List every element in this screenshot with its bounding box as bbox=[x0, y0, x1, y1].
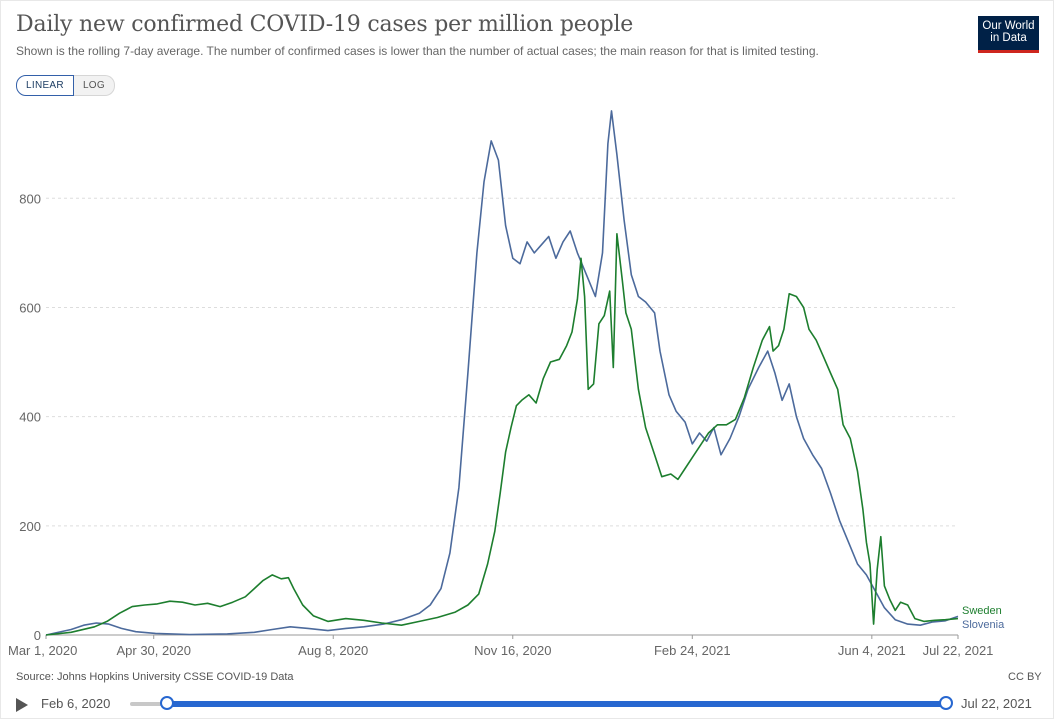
source-note[interactable]: Source: Johns Hopkins University CSSE CO… bbox=[16, 671, 294, 683]
timeline-end-handle[interactable] bbox=[939, 696, 953, 710]
play-icon[interactable] bbox=[16, 698, 28, 712]
scale-toggle: LINEAR LOG bbox=[16, 75, 115, 96]
timeline-selected-range[interactable] bbox=[167, 701, 946, 707]
logo-line-2: in Data bbox=[990, 32, 1027, 44]
x-tick-label: Aug 8, 2020 bbox=[298, 643, 368, 658]
timeline: Feb 6, 2020 Jul 22, 2021 bbox=[0, 690, 1054, 719]
series-line-sweden bbox=[45, 233, 959, 636]
y-tick-label: 0 bbox=[34, 628, 41, 643]
timeline-start-handle[interactable] bbox=[160, 696, 174, 710]
chart-title: Daily new confirmed COVID-19 cases per m… bbox=[16, 12, 634, 37]
x-tick-label: Apr 30, 2020 bbox=[116, 643, 190, 658]
timeline-start-label: Feb 6, 2020 bbox=[41, 696, 111, 711]
license-link[interactable]: CC BY bbox=[1008, 671, 1042, 683]
y-tick-label: 800 bbox=[19, 191, 41, 206]
y-tick-label: 200 bbox=[19, 519, 41, 534]
owid-logo[interactable]: Our World in Data bbox=[978, 16, 1039, 53]
timeline-end-label: Jul 22, 2021 bbox=[961, 696, 1032, 711]
series-line-slovenia bbox=[45, 110, 959, 636]
series-layer bbox=[45, 110, 959, 636]
axis-layer: 0 200 400 600 800 Mar 1, 2020 Apr 30, 2020 Aug … bbox=[8, 191, 993, 658]
chart-subtitle: Shown is the rolling 7-day average. The … bbox=[16, 44, 819, 58]
series-end-label: Slovenia bbox=[962, 619, 1005, 631]
x-tick-label: Jul 22, 2021 bbox=[923, 643, 994, 658]
logo-line-1: Our World bbox=[982, 20, 1035, 32]
series-label-layer: Sweden Slovenia bbox=[962, 605, 1005, 631]
x-tick-label: Mar 1, 2020 bbox=[8, 643, 77, 658]
log-scale-button[interactable]: LOG bbox=[73, 75, 115, 96]
x-tick-label: Jun 4, 2021 bbox=[838, 643, 906, 658]
linear-scale-button[interactable]: LINEAR bbox=[16, 75, 74, 96]
x-tick-label: Nov 16, 2020 bbox=[474, 643, 551, 658]
x-tick-label: Feb 24, 2021 bbox=[654, 643, 731, 658]
series-end-label: Sweden bbox=[962, 605, 1002, 617]
y-tick-label: 600 bbox=[19, 300, 41, 315]
y-tick-label: 400 bbox=[19, 410, 41, 425]
